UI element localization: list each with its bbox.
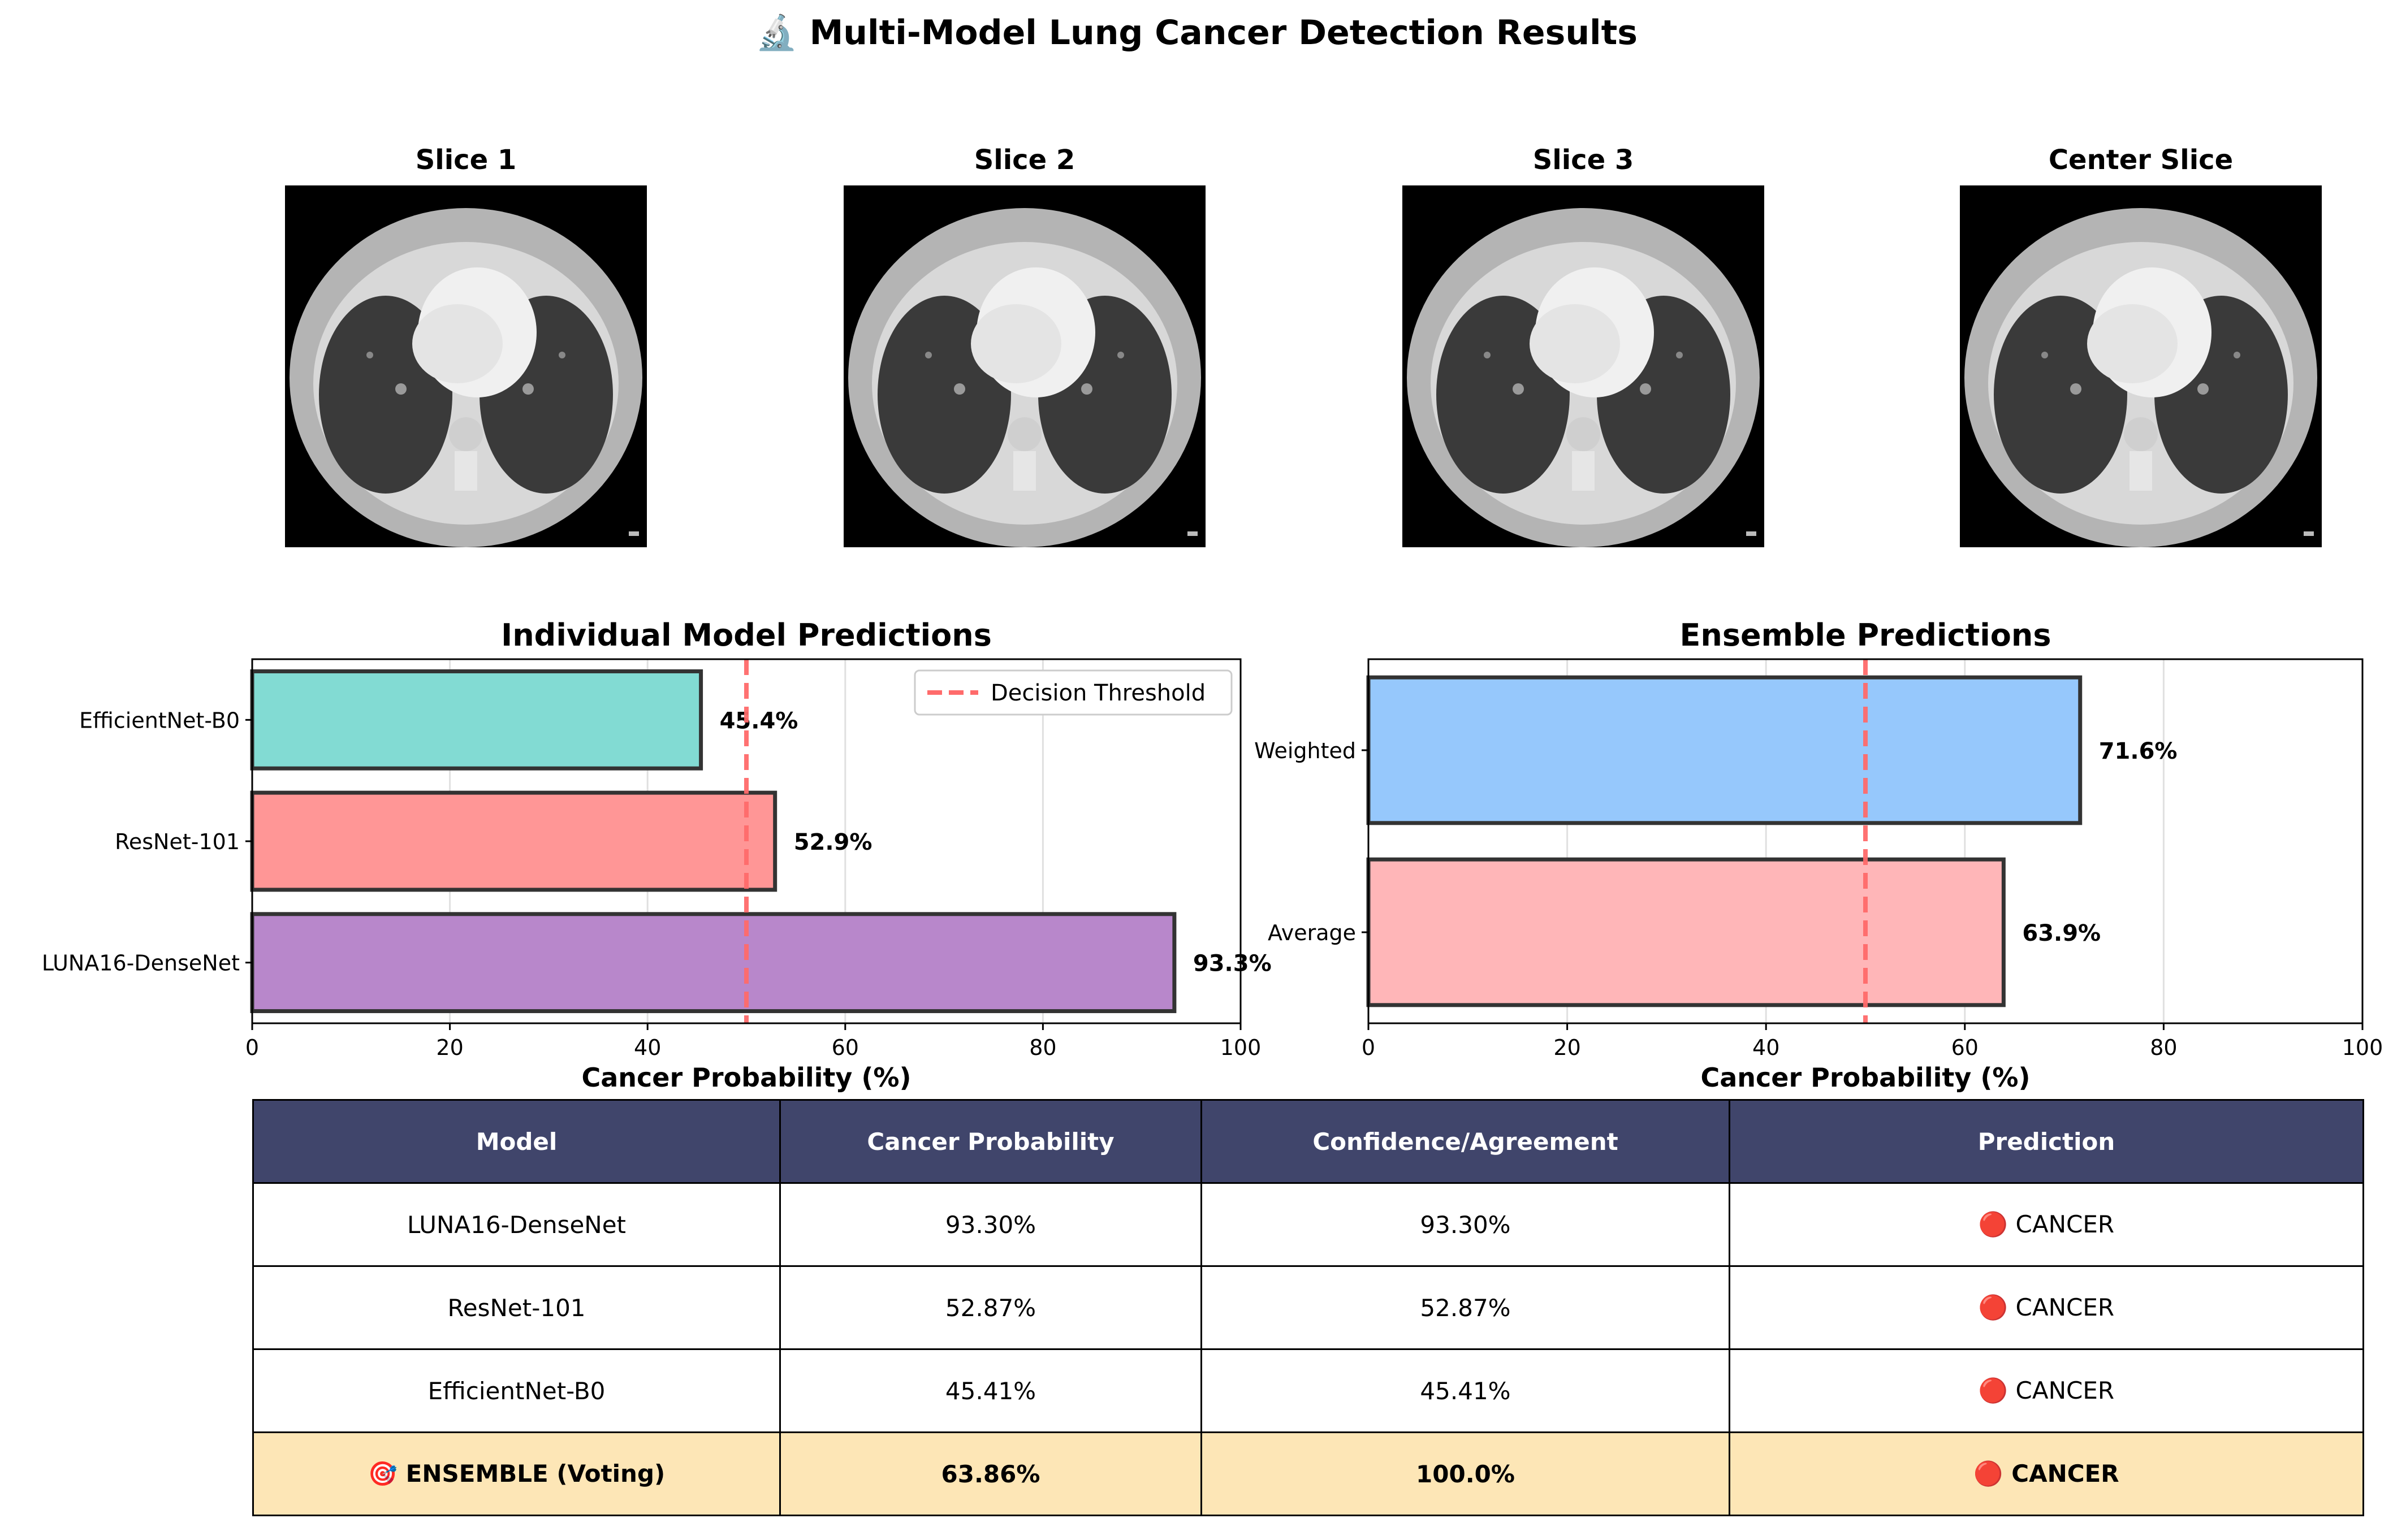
chart-1: 45.4% EfficientNet-B0 52.9% ResNet-101 93.3%… [42, 617, 1272, 1093]
y-tick-label: Average [1268, 920, 1356, 945]
ct-slice-image [1402, 185, 1764, 547]
x-tick-label: 40 [634, 1035, 661, 1060]
table-cell: 93.30% [1200, 1182, 1730, 1267]
x-tick-label: 100 [2342, 1035, 2383, 1060]
table-cell: 🔴 CANCER [1729, 1182, 2364, 1267]
chart-title: Individual Model Predictions [501, 617, 992, 653]
x-tick-label: 60 [832, 1035, 859, 1060]
y-tick-label: LUNA16-DenseNet [42, 951, 240, 976]
x-tick-label: 80 [1029, 1035, 1056, 1060]
legend-box [914, 669, 1233, 716]
ct-slice-image [285, 185, 647, 547]
table-cell: 🔴 CANCER [1729, 1348, 2364, 1433]
x-axis-label: Cancer Probability (%) [1700, 1062, 2030, 1093]
x-tick-label: 80 [2150, 1035, 2177, 1060]
slice-title: Slice 3 [1532, 144, 1634, 176]
bar [250, 912, 1177, 1014]
axes-frame [251, 658, 1242, 1024]
x-tick-label: 0 [1362, 1035, 1375, 1060]
bar-value-label: 45.4% [720, 708, 798, 734]
table-header-cell: Cancer Probability [779, 1099, 1202, 1184]
axes-frame [1367, 658, 2364, 1024]
table-header-cell: Confidence/Agreement [1200, 1099, 1730, 1184]
x-tick-label: 0 [245, 1035, 259, 1060]
table-row-ensemble: 🎯 ENSEMBLE (Voting) 63.86% 100.0% 🔴 CANC… [252, 1431, 2364, 1516]
bar [1366, 675, 2083, 825]
bar [1366, 857, 2006, 1007]
table-header-row: Model Cancer Probability Confidence/Agre… [252, 1099, 2364, 1184]
chart-title: Ensemble Predictions [1680, 617, 2051, 653]
table-cell: 🎯 ENSEMBLE (Voting) [252, 1431, 781, 1516]
table-cell: 🔴 CANCER [1729, 1265, 2364, 1350]
x-tick-label: 40 [1752, 1035, 1779, 1060]
x-tick-label: 20 [1553, 1035, 1580, 1060]
bar-value-label: 63.9% [2022, 920, 2101, 946]
legend-label: Decision Threshold [991, 680, 1206, 706]
y-tick-label: ResNet-101 [115, 829, 240, 854]
page-title: 🔬 Multi-Model Lung Cancer Detection Resu… [755, 13, 1638, 53]
table-row: EfficientNet-B0 45.41% 45.41% 🔴 CANCER [252, 1348, 2364, 1433]
table-row: ResNet-101 52.87% 52.87% 🔴 CANCER [252, 1265, 2364, 1350]
bar [250, 669, 703, 771]
table-cell: 63.86% [779, 1431, 1202, 1516]
table-cell: 45.41% [779, 1348, 1202, 1433]
table-row: LUNA16-DenseNet 93.30% 93.30% 🔴 CANCER [252, 1182, 2364, 1267]
table-cell: 52.87% [1200, 1265, 1730, 1350]
x-tick-label: 100 [1220, 1035, 1262, 1060]
table-cell: 🔴 CANCER [1729, 1431, 2364, 1516]
y-tick-label: EfficientNet-B0 [79, 708, 240, 733]
table-cell: 45.41% [1200, 1348, 1730, 1433]
table-cell: 52.87% [779, 1265, 1202, 1350]
table-cell: LUNA16-DenseNet [252, 1182, 781, 1267]
x-tick-label: 60 [1951, 1035, 1979, 1060]
table-header-cell: Prediction [1729, 1099, 2364, 1184]
ct-slice-image [844, 185, 1206, 547]
table-cell: 100.0% [1200, 1431, 1730, 1516]
slice-title: Slice 2 [974, 144, 1075, 176]
bar-value-label: 93.3% [1193, 951, 1272, 977]
y-tick-label: Weighted [1254, 738, 1356, 763]
slice-title: Slice 1 [415, 144, 517, 176]
bar-value-label: 71.6% [2099, 738, 2178, 764]
bar-value-label: 52.9% [794, 829, 872, 855]
results-table: Model Cancer Probability Confidence/Agre… [252, 1099, 2364, 1516]
slice-title: Center Slice [2048, 144, 2234, 176]
table-cell: 93.30% [779, 1182, 1202, 1267]
table-header-cell: Model [252, 1099, 781, 1184]
x-axis-label: Cancer Probability (%) [581, 1062, 911, 1093]
chart-2: 71.6% Weighted 63.9% Average 0 20 40 60 80 100 Ens… [1254, 617, 2383, 1093]
x-tick-label: 20 [436, 1035, 463, 1060]
bar [250, 790, 777, 892]
bar-charts: 45.4% EfficientNet-B0 52.9% ResNet-101 93.3%… [42, 617, 2383, 1093]
table-cell: ResNet-101 [252, 1265, 781, 1350]
ct-slice-image [1960, 185, 2322, 547]
table-cell: EfficientNet-B0 [252, 1348, 781, 1433]
